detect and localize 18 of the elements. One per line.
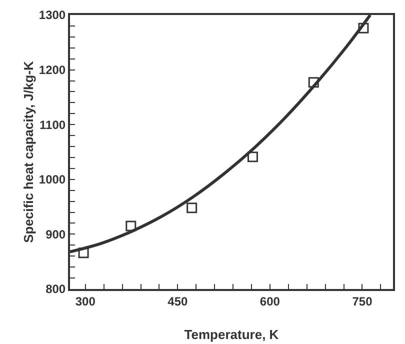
y-tick-label: 1100 (40, 118, 66, 132)
x-tick-label: 600 (260, 294, 280, 308)
x-tick-label: 300 (75, 294, 96, 308)
y-tick-label: 800 (46, 282, 66, 296)
y-tick-label: 1000 (38, 172, 66, 187)
point (308, 77, 319, 88)
y-tick-label: 1200 (38, 63, 66, 77)
point (247, 152, 258, 162)
x-axis-title: Temperature, K (184, 327, 280, 342)
point (358, 22, 369, 34)
x-tick-label: 750 (352, 294, 373, 308)
point (78, 248, 89, 258)
y-tick-label: 900 (46, 227, 66, 242)
x-tick-label: 450 (168, 294, 188, 308)
point (186, 202, 198, 214)
point (126, 220, 136, 232)
y-tick-label: 1300 (38, 8, 66, 22)
y-axis-title: Specific heat capacity, J/kg-K (21, 60, 36, 243)
